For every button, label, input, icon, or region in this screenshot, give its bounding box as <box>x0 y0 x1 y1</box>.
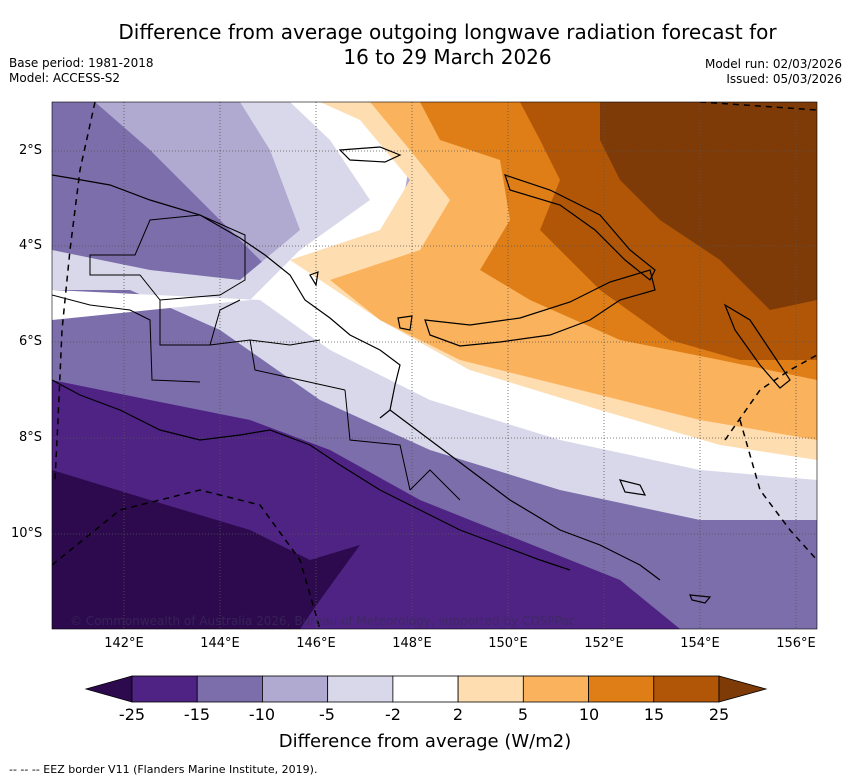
new-guinea-north-coast <box>52 174 401 419</box>
lon-label-142e: 142°E <box>104 636 144 651</box>
colorbar-segment-8 <box>653 675 720 703</box>
lon-label-152e: 152°E <box>584 636 624 651</box>
colorbar-segment-6 <box>522 675 589 703</box>
base-period: Base period: 1981-2018 <box>9 56 154 70</box>
island-karkar <box>397 315 413 331</box>
colorbar-segment-5 <box>457 675 524 703</box>
colorbar-segment-2 <box>262 675 329 703</box>
map-frame <box>51 101 818 630</box>
copyright-watermark: © Commonwealth of Australia 2026, Bureau… <box>70 614 576 628</box>
cb-label-7: 10 <box>578 705 600 724</box>
lon-label-146e: 146°E <box>296 636 336 651</box>
papuan-peninsula-tail <box>389 409 661 581</box>
trobriand-islands <box>618 479 647 496</box>
lon-label-150e: 150°E <box>488 636 528 651</box>
eez-footnote: -- -- -- EEZ border V11 (Flanders Marine… <box>9 763 318 776</box>
model-run: Model run: 02/03/2026 <box>704 57 842 71</box>
cb-label-5: 2 <box>452 705 464 724</box>
new-guinea-south-coast <box>52 379 571 571</box>
colorbar-title: Difference from average (W/m2) <box>278 731 572 752</box>
cb-label-8: 15 <box>643 705 665 724</box>
eez-borders <box>52 102 817 629</box>
band-minus-25 <box>52 470 360 629</box>
province-borders <box>52 214 461 501</box>
lat-label-4s: 4°S <box>19 238 43 253</box>
cb-label-9: 25 <box>708 705 730 724</box>
title-line-2: 16 to 29 March 2026 <box>343 45 552 69</box>
cb-label-4: -2 <box>385 705 401 724</box>
anomaly-field <box>52 102 817 629</box>
cb-label-3: -5 <box>319 705 335 724</box>
model-name: Model: ACCESS-S2 <box>9 71 121 85</box>
woodlark-island <box>689 594 712 604</box>
cb-label-1: -15 <box>183 705 211 724</box>
title-line-1: Difference from average outgoing longwav… <box>118 20 777 44</box>
colorbar-extend-high <box>718 675 768 703</box>
colorbar-segment-0 <box>131 675 198 703</box>
meta-left: Base period: 1981-2018 Model: ACCESS-S2 <box>9 56 154 86</box>
band-plus-25 <box>600 102 817 310</box>
bougainville <box>723 303 791 389</box>
lat-label-10s: 10°S <box>11 526 43 541</box>
band-minus-5 <box>52 102 817 520</box>
lat-label-2s: 2°S <box>19 143 43 158</box>
lat-label-6s: 6°S <box>19 334 43 349</box>
coastlines <box>52 146 791 604</box>
issued-date: Issued: 05/03/2026 <box>726 72 842 86</box>
colorbar-segment-7 <box>588 675 655 703</box>
new-ireland <box>504 174 656 281</box>
cb-label-6: 5 <box>517 705 529 724</box>
colorbar-segment-3 <box>327 675 394 703</box>
new-hanover <box>338 146 402 163</box>
meta-right: Model run: 02/03/2026 Issued: 05/03/2026 <box>705 57 842 87</box>
lon-label-148e: 148°E <box>392 636 432 651</box>
new-britain <box>424 269 656 347</box>
colorbar-segment-1 <box>196 675 263 703</box>
lon-label-154e: 154°E <box>680 636 720 651</box>
colorbar-segment-4 <box>392 675 459 703</box>
cb-label-2: -10 <box>248 705 276 724</box>
map-title: Difference from average outgoing longwav… <box>0 20 850 70</box>
colorbar <box>84 675 768 703</box>
lon-label-156e: 156°E <box>776 636 816 651</box>
band-minus-10-nw <box>52 120 150 270</box>
lon-label-144e: 144°E <box>200 636 240 651</box>
colorbar-extend-low <box>84 675 133 703</box>
lat-label-8s: 8°S <box>19 430 43 445</box>
cb-label-0: -25 <box>118 705 146 724</box>
island-west <box>309 271 319 287</box>
